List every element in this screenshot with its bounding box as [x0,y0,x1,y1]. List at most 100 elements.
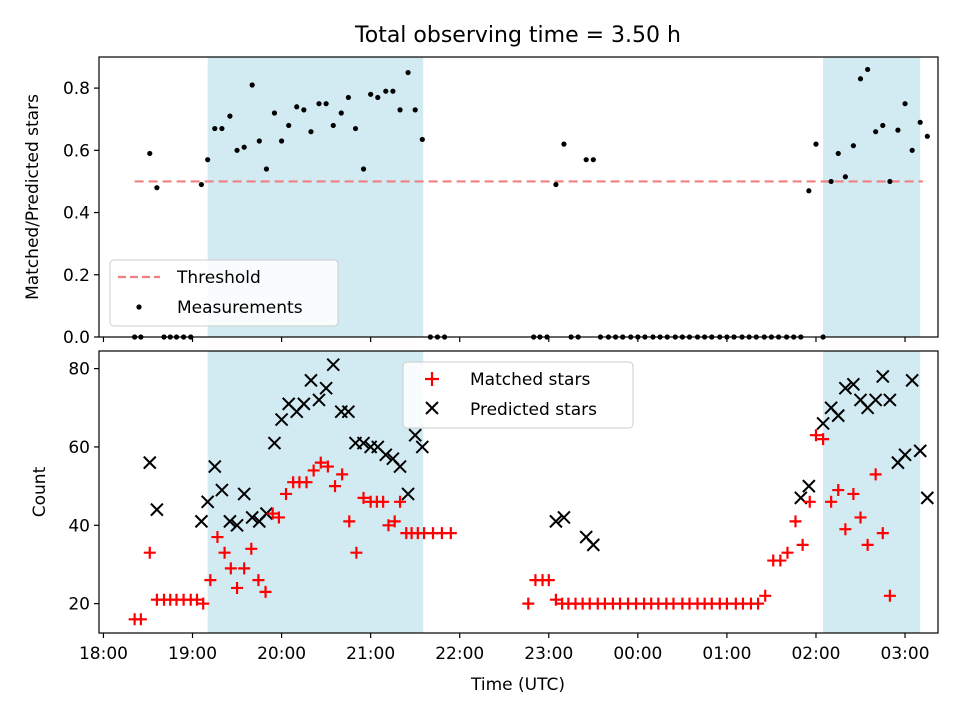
predicted-star-point [312,393,326,407]
bottom-legend: Matched stars Predicted stars [402,361,634,429]
measurement-point [154,185,160,191]
predicted-star-point [802,479,816,493]
predicted-star-point [215,483,229,497]
matched-star-point [522,597,535,610]
matched-star-point [759,589,772,602]
predicted-stars-series [143,358,935,552]
matched-stars-series [129,429,896,626]
predicted-star-point [913,444,927,458]
predicted-star-point [557,510,571,525]
predicted-star-point [379,448,393,462]
bottom-y-tick-label: 40 [68,516,90,536]
x-tick-label: 21:00 [346,644,395,664]
predicted-star-point [143,455,157,470]
measurement-point [227,113,233,119]
measurement-point [375,94,381,101]
measurement-point [412,107,418,113]
predicted-star-point [816,416,830,431]
matched-star-point [803,495,816,508]
matched-star-point [789,515,802,528]
measurement-point [902,101,908,107]
measurement-point [360,166,367,172]
measurement-point [294,104,300,110]
measurement-point [330,122,336,129]
matched-star-point [300,476,313,489]
legend-predicted-label: Predicted stars [470,400,597,420]
predicted-star-point [876,369,890,384]
measurement-point [419,136,425,143]
matched-star-point [143,546,156,559]
measurement-point [241,144,247,150]
x-tick-label: 22:00 [435,644,484,664]
top-y-tick-label: 0.4 [63,204,90,224]
measurement-point [278,138,285,144]
measurement-point [249,82,255,88]
matched-star-point [832,484,845,497]
predicted-star-point [304,373,318,388]
measurement-point [590,157,596,163]
x-tick-label: 20:00 [257,644,306,664]
predicted-star-point [297,397,311,411]
matched-star-point [817,433,830,446]
matched-star-point [329,480,342,493]
predicted-star-point [846,377,861,391]
matched-star-point [204,574,217,587]
bottom-y-tick-label: 80 [68,360,90,380]
measurement-point [383,88,389,94]
measurement-point [271,110,278,116]
x-tick-label: 00:00 [613,644,662,664]
top-y-tick-label: 0.0 [63,328,90,348]
predicted-star-point [237,487,251,501]
matched-star-point [321,460,334,473]
measurement-point [880,122,886,129]
top-y-tick-label: 0.6 [63,141,90,161]
predicted-star-point [393,459,407,474]
measurement-point [909,147,915,153]
predicted-star-point [586,538,601,552]
measurement-point [806,188,812,194]
measurement-point [850,143,856,149]
measurement-point [561,141,567,147]
matched-star-point [343,515,356,528]
measurement-point [352,125,359,132]
top-panel: 0.00.20.40.60.8 Matched/Predicted stars … [23,56,939,348]
x-tick-label: 23:00 [524,644,573,664]
x-tick-label: 18:00 [79,644,128,664]
top-shaded-region [823,57,921,337]
measurement-point [263,166,270,172]
measurement-point [873,129,879,135]
x-tick-label: 01:00 [702,644,751,664]
bottom-y-axis: 20 40 60 80 [68,360,99,615]
matched-star-point [134,613,147,626]
matched-star-point [388,515,401,528]
measurement-point [286,122,292,129]
measurement-point [368,91,374,97]
matched-star-point [752,597,765,610]
matched-star-point [252,574,265,587]
predicted-star-point [920,491,935,505]
bottom-y-tick-label: 20 [68,595,90,615]
measurement-point [338,110,344,116]
measurement-point [895,127,901,133]
matched-star-point [266,507,279,520]
x-axis-label: Time (UTC) [470,675,565,695]
top-plot-frame [98,56,939,338]
measurement-point [865,66,871,73]
legend-matched-swatch [425,372,439,386]
matched-star-point [549,593,562,606]
measurement-point [205,157,211,163]
predicted-star-point [200,495,215,509]
measurement-point [828,178,834,185]
measurement-point [308,129,314,135]
measurement-point [835,150,841,157]
predicted-star-point [274,412,289,427]
legend-predicted-swatch [425,401,439,415]
measurement-point [147,150,153,157]
matched-star-point [394,495,407,508]
matched-star-point [218,546,231,559]
measurement-point [198,181,205,188]
figure-title: Total observing time = 3.50 h [354,23,681,48]
measurement-point [219,125,225,132]
x-tick-label: 02:00 [791,644,840,664]
